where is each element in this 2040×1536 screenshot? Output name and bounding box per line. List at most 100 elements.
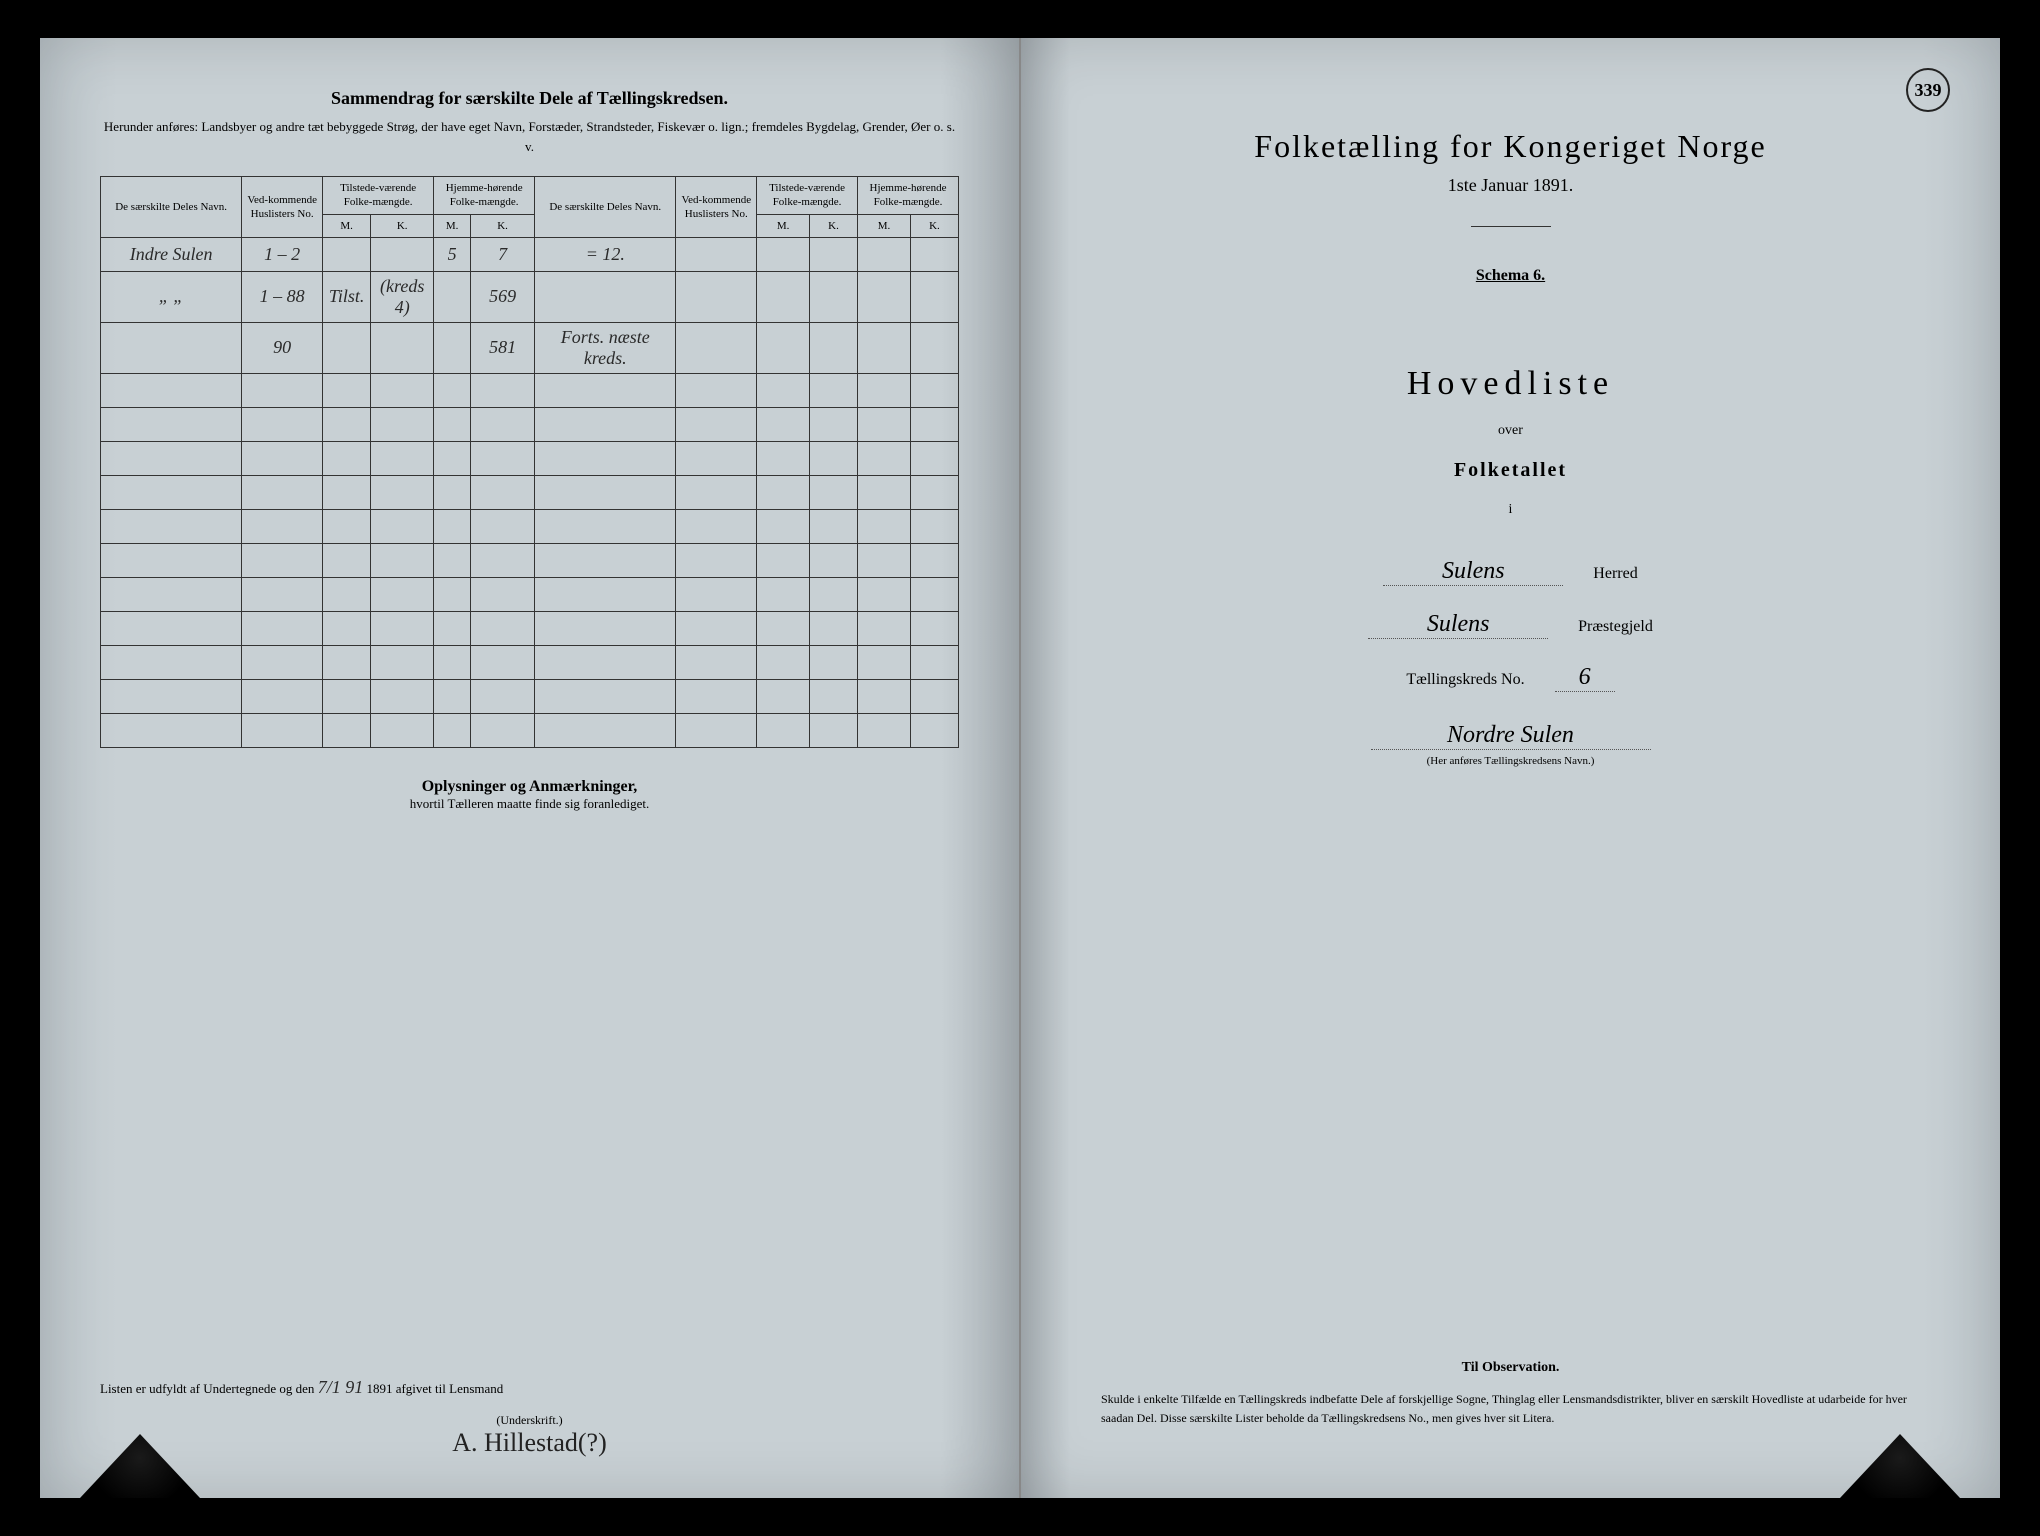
table-cell [101,475,242,509]
table-cell [434,543,471,577]
table-cell [242,611,323,645]
table-cell [810,679,858,713]
th-k: K. [810,214,858,237]
table-cell [858,543,911,577]
table-cell [371,509,434,543]
table-cell [371,679,434,713]
table-cell [676,441,757,475]
table-cell [676,237,757,271]
folketallet-label: Folketallet [1081,459,1940,482]
table-row [101,407,959,441]
table-cell [242,713,323,747]
table-cell [471,543,535,577]
right-page: 339 Folketælling for Kongeriget Norge 1s… [1021,38,2000,1498]
table-cell [101,577,242,611]
th-no1: Ved-kommende Huslisters No. [242,177,323,238]
table-cell [371,543,434,577]
table-cell [101,611,242,645]
table-cell [323,645,371,679]
table-cell [242,679,323,713]
table-cell [323,509,371,543]
table-cell [323,322,371,373]
obs-title: Til Observation. [1101,1357,1920,1379]
table-row [101,441,959,475]
bottom-date: 7/1 91 [318,1377,364,1397]
table-cell [323,475,371,509]
table-cell [471,373,535,407]
table-row: „ „1 – 88Tilst.(kreds 4)569 [101,271,959,322]
table-cell [858,322,911,373]
bottom-text1: Listen er udfyldt af Undertegnede og den [100,1381,314,1396]
table-cell [810,713,858,747]
th-name1: De særskilte Deles Navn. [101,177,242,238]
table-cell [676,679,757,713]
table-row: 90581Forts. næste kreds. [101,322,959,373]
table-cell [101,645,242,679]
table-cell [434,679,471,713]
table-cell [101,441,242,475]
kreds-no: 6 [1555,664,1615,692]
table-cell [242,543,323,577]
table-cell [676,373,757,407]
table-cell [371,322,434,373]
th-m: M. [434,214,471,237]
table-cell [371,441,434,475]
table-row [101,577,959,611]
table-cell [471,509,535,543]
date-line: 1ste Januar 1891. [1081,175,1940,196]
table-cell [910,475,958,509]
table-cell [371,611,434,645]
table-cell [434,271,471,322]
table-cell [371,577,434,611]
table-cell [676,645,757,679]
table-cell [242,577,323,611]
table-cell [101,407,242,441]
table-cell [434,373,471,407]
table-cell: 569 [471,271,535,322]
observation-block: Til Observation. Skulde i enkelte Tilfæl… [1101,1357,1920,1428]
table-cell [858,713,911,747]
table-cell [434,509,471,543]
table-cell [535,407,676,441]
table-cell [676,322,757,373]
census-body: Indre Sulen1 – 257= 12.„ „1 – 88Tilst.(k… [101,237,959,747]
table-cell [535,441,676,475]
table-cell [434,713,471,747]
table-cell [757,509,810,543]
bottom-line: Listen er udfyldt af Undertegnede og den… [100,1377,959,1398]
table-cell [810,322,858,373]
table-cell [434,611,471,645]
table-cell [757,407,810,441]
table-cell [810,271,858,322]
table-cell [323,407,371,441]
sig-label: (Underskrift.) [40,1413,1019,1428]
table-cell [371,645,434,679]
schema-label: Schema 6. [1081,267,1940,285]
th-k: K. [910,214,958,237]
table-cell [910,645,958,679]
table-cell [810,373,858,407]
table-cell [434,577,471,611]
over-label: over [1081,423,1940,439]
table-cell [676,543,757,577]
table-cell [434,475,471,509]
prestegjeld-row: Sulens Præstegjeld [1081,611,1940,639]
table-cell: 90 [242,322,323,373]
table-cell [242,407,323,441]
table-cell [371,407,434,441]
table-row [101,373,959,407]
table-row [101,475,959,509]
table-cell [535,577,676,611]
table-cell [323,679,371,713]
table-cell [676,475,757,509]
th-m: M. [757,214,810,237]
table-cell [810,645,858,679]
table-cell [910,577,958,611]
left-title: Sammendrag for særskilte Dele af Tælling… [100,88,959,109]
table-cell [858,509,911,543]
table-cell [535,509,676,543]
table-cell [757,645,810,679]
th-hjem2: Hjemme-hørende Folke-mængde. [858,177,959,215]
table-cell [535,271,676,322]
table-cell [757,577,810,611]
